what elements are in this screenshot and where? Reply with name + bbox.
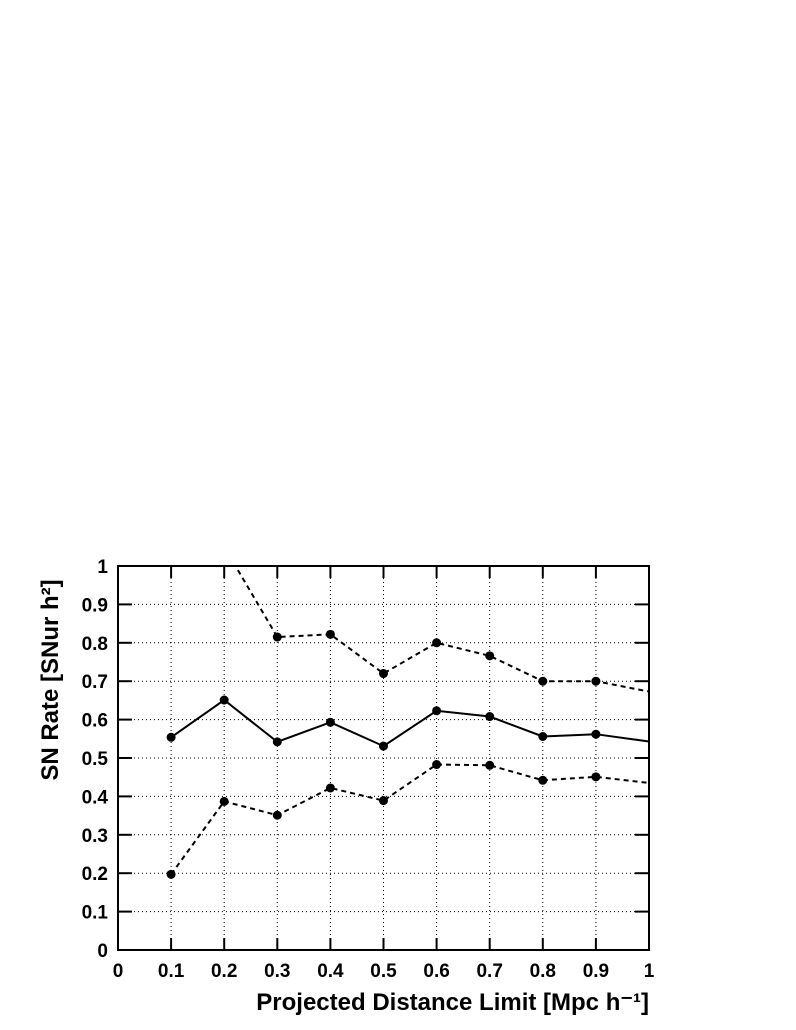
x-tick-label: 0.1 [158, 961, 185, 982]
x-tick-label: 0.9 [583, 961, 609, 982]
data-point [485, 712, 495, 722]
series-line [170, 698, 649, 748]
series-line [170, 763, 649, 875]
x-axis-label: Projected Distance Limit [Mpc h⁻¹] [256, 989, 649, 1016]
x-tick-label: 0.3 [264, 961, 290, 982]
data-point [272, 632, 282, 642]
x-tick-label: 0.8 [530, 961, 556, 982]
plot-area [166, 542, 649, 879]
y-tick-label: 0.8 [82, 634, 108, 655]
data-point [591, 676, 601, 686]
data-point [325, 629, 335, 639]
data-point [432, 760, 442, 770]
data-point [166, 869, 176, 879]
data-point [166, 732, 176, 742]
data-point [538, 676, 548, 686]
y-tick-label: 0.5 [82, 749, 109, 770]
data-point [272, 737, 282, 747]
y-tick-label: 0.9 [82, 595, 108, 616]
y-axis-label: SN Rate [SNur h²] [37, 579, 64, 780]
y-tick-label: 0.4 [82, 787, 109, 808]
y-tick-label: 0 [97, 941, 108, 962]
data-point [379, 796, 388, 806]
y-tick-label: 0.6 [82, 711, 108, 732]
series-line [234, 566, 649, 693]
data-point [538, 775, 548, 785]
y-tick-label: 1 [97, 557, 108, 578]
x-tick-label: 0.7 [476, 961, 502, 982]
data-point [379, 669, 388, 679]
y-tick-label: 0.7 [82, 672, 108, 693]
data-point [538, 731, 548, 741]
y-tick-label: 0.1 [82, 903, 109, 924]
x-tick-label: 1 [644, 961, 655, 982]
data-point [485, 651, 495, 661]
data-point [591, 729, 601, 739]
data-point [272, 810, 282, 820]
data-point [591, 772, 601, 782]
data-point [219, 796, 229, 806]
x-tick-label: 0 [113, 961, 124, 982]
data-point [432, 638, 442, 648]
data-point [485, 760, 495, 770]
y-tick-label: 0.3 [82, 826, 108, 847]
data-point [325, 783, 335, 793]
data-point [220, 542, 229, 551]
data-point [379, 741, 388, 751]
y-tick-label: 0.2 [82, 864, 108, 885]
x-tick-label: 0.4 [317, 961, 344, 982]
plot-frame [117, 565, 650, 951]
x-tick-label: 0.6 [423, 961, 449, 982]
data-point [325, 717, 335, 727]
x-tick-label: 0.2 [211, 961, 237, 982]
x-tick-label: 0.5 [370, 961, 397, 982]
data-point [219, 695, 229, 705]
data-point [432, 706, 442, 716]
